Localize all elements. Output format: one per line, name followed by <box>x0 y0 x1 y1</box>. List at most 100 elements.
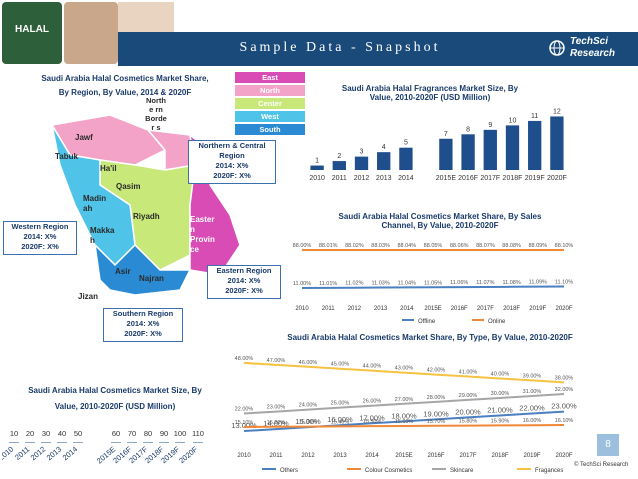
cosmetics-bar-label: 60 <box>112 429 120 438</box>
sales-data-label: 88.05% <box>424 243 443 249</box>
type-line-chart: 13.00% 14.00% 15.00% 16.00% 17.00% 18.00% 19.0… <box>231 356 577 474</box>
type-data-label: 21.00% <box>487 405 513 414</box>
type-data-label: 46.00% <box>299 360 318 366</box>
fragrance-bar <box>332 161 346 170</box>
sales-data-label: 88.03% <box>371 243 390 249</box>
fragrance-bar-label: 8 <box>466 126 470 133</box>
type-series-line <box>243 393 565 415</box>
type-x-tick: 2015E <box>395 453 412 459</box>
cosmetics-bar-label: 50 <box>74 429 82 438</box>
type-data-label: 15.40% <box>331 419 350 425</box>
cosmetics-x-tick: 2014 <box>61 445 80 463</box>
fragrance-bar <box>528 120 542 170</box>
cosmetics-bar-chart: 102010202011302012402013502014602015E702… <box>2 429 204 465</box>
cosmetics-bar-label: 10 <box>10 429 18 438</box>
type-data-label: 39.00% <box>523 373 542 379</box>
cosmetics-bar-label: 70 <box>128 429 136 438</box>
callout-western-line2: 2014: X% <box>23 232 57 241</box>
fragrance-x-tick: 2010 <box>309 175 325 182</box>
sales-data-label: 88.01% <box>319 243 338 249</box>
type-data-label: 40.00% <box>491 371 510 377</box>
sales-data-label: 88.08% <box>502 243 521 249</box>
cosmetics-bar <box>25 442 35 443</box>
type-data-label: 15.70% <box>427 419 446 425</box>
callout-eastern-line1: Eastern Region <box>216 266 272 275</box>
cosmetics-bar-label: 80 <box>144 429 152 438</box>
type-data-label: 30.00% <box>491 391 510 397</box>
callout-eastern-line3: 2020F: X% <box>225 286 263 295</box>
sales-data-label: 88.07% <box>476 243 495 249</box>
fragrance-bar-label: 12 <box>553 108 561 115</box>
fragrance-bar-label: 4 <box>382 144 386 151</box>
map-title-line1: Saudi Arabia Halal Cosmetics Market Shar… <box>41 74 209 83</box>
sales-data-label: 11.06% <box>450 280 468 286</box>
fragrance-x-tick: 2018F <box>503 175 523 182</box>
legend-east: East <box>235 72 305 83</box>
cosmetics-x-tick: 2012 <box>29 445 48 463</box>
type-data-label: 43.00% <box>395 366 414 372</box>
cosmetics-bar <box>159 442 169 443</box>
type-data-label: 23.00% <box>267 405 286 411</box>
sales-x-tick: 2016F <box>451 306 468 312</box>
cosmetics-bar <box>73 442 83 443</box>
type-data-label: 42.00% <box>427 368 446 374</box>
fragrance-x-tick: 2016F <box>458 175 478 182</box>
brand-name-line2: Research <box>570 48 616 59</box>
map-region-south <box>93 242 192 296</box>
type-data-label: 47.00% <box>267 358 286 364</box>
type-data-label: 15.80% <box>459 419 478 425</box>
fragrance-bar-label: 3 <box>360 149 364 156</box>
fragrances-chart-title: Saudi Arabia Halal Fragrances Market Siz… <box>341 84 519 102</box>
sales-channel-line-chart: 11.00% 11.01% 11.02% 11.03% 11.04% 11.05% 11.0… <box>293 243 574 325</box>
map-label-qasim: Qasim <box>116 182 141 191</box>
type-data-label: 18.00% <box>391 411 417 420</box>
type-data-label: 13.00% <box>231 421 257 430</box>
type-x-tick: 2018F <box>491 453 508 459</box>
type-x-tick: 2010 <box>237 453 251 459</box>
type-data-label: 44.00% <box>363 364 382 370</box>
fragrance-bar-label: 9 <box>488 122 492 129</box>
cosmetics-bar <box>127 442 137 443</box>
type-chart-title: Saudi Arabia Halal Cosmetics Market Shar… <box>287 333 573 342</box>
sales-data-label: 88.06% <box>450 243 469 249</box>
type-data-label: 16.10% <box>555 418 574 424</box>
fragrance-bar <box>483 129 497 170</box>
type-data-label: 22.00% <box>519 404 545 413</box>
type-data-label: 15.90% <box>491 418 510 424</box>
type-data-label: 24.00% <box>299 403 318 409</box>
sales-data-label: 11.05% <box>424 280 442 286</box>
brand-logo: TechSci Research <box>548 33 636 65</box>
type-x-tick: 2012 <box>301 453 315 459</box>
fragrance-bar <box>377 152 391 170</box>
map-label-jawf: Jawf <box>75 133 93 142</box>
sales-data-label: 11.10% <box>555 280 573 286</box>
sales-x-tick: 2012 <box>348 306 362 312</box>
copyright: © TechSci Research <box>574 462 629 468</box>
map-label-jizan: Jizan <box>78 292 99 301</box>
fragrance-bar <box>505 125 520 170</box>
type-data-label: 23.00% <box>551 402 577 411</box>
callout-western-line1: Western Region <box>11 222 69 231</box>
callout-southern-line3: 2020F: X% <box>124 329 162 338</box>
callout-north-central-line4: 2020F: X% <box>213 171 251 180</box>
type-data-label: 48.00% <box>235 356 254 362</box>
cosmetics-x-tick: 2013 <box>45 445 64 463</box>
type-data-label: 32.00% <box>555 387 574 393</box>
type-series-line <box>243 410 565 433</box>
fragrance-x-tick: 2020F <box>547 175 567 182</box>
type-series-line <box>243 361 565 384</box>
halal-logo <box>2 2 62 64</box>
cosmetics-photo-2 <box>118 2 174 32</box>
fragrance-bar-label: 11 <box>531 113 538 120</box>
page-number: 8 <box>597 434 619 456</box>
cosmetics-bar <box>9 442 19 443</box>
fragrance-bar-label: 7 <box>444 131 448 138</box>
sales-data-label: 88.09% <box>528 243 547 249</box>
type-x-tick: 2020F <box>555 453 572 459</box>
cosmetics-bar-label: 20 <box>26 429 34 438</box>
type-data-label: 31.00% <box>523 389 542 395</box>
type-data-label: 15.10% <box>235 420 254 426</box>
type-data-label: 45.00% <box>331 362 350 368</box>
saudi-map <box>50 114 241 296</box>
type-data-label: 38.00% <box>555 375 574 381</box>
